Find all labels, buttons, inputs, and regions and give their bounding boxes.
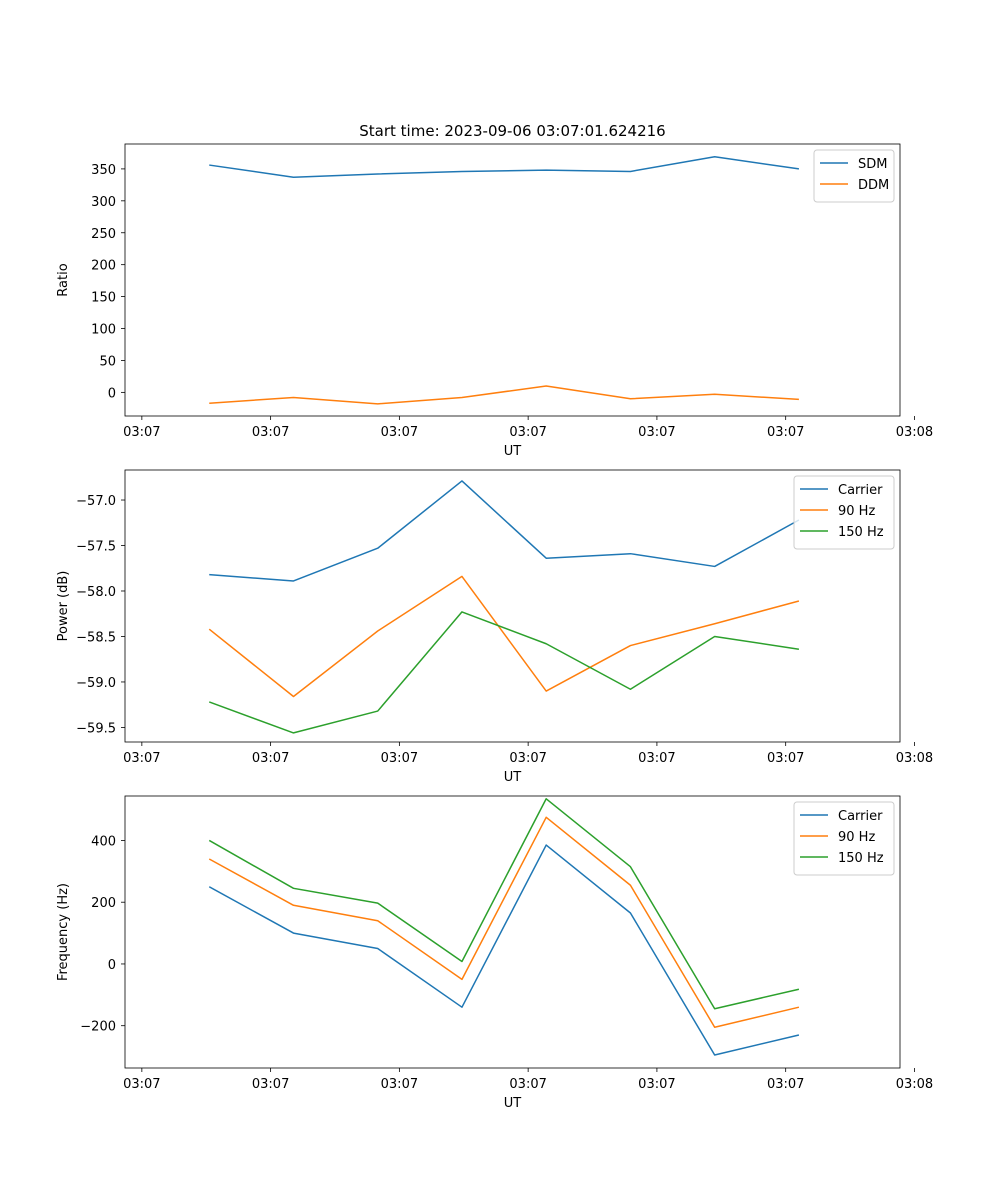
y-axis-label: Ratio [56, 263, 71, 296]
x-tick-label: 03:07 [767, 425, 804, 440]
legend-label: 150 Hz [838, 525, 884, 540]
series-line-90-hz [208, 816, 800, 1028]
x-tick-label: 03:08 [896, 751, 933, 766]
y-tick-label: 100 [91, 323, 116, 338]
axes-frame [124, 469, 901, 743]
y-tick-label: −57.5 [76, 540, 116, 555]
y-tick-label: −57.0 [76, 494, 116, 509]
x-tick-label: 03:07 [767, 1077, 804, 1092]
y-tick-label: −59.0 [76, 676, 116, 691]
y-tick-label: −200 [80, 1020, 116, 1035]
y-tick-label: 400 [91, 834, 116, 849]
legend-label: 90 Hz [838, 504, 875, 519]
y-tick-label: 250 [91, 227, 116, 242]
series-line-150-hz [208, 611, 800, 734]
y-tick-label: −58.5 [76, 630, 116, 645]
legend-label: Carrier [838, 483, 883, 498]
y-axis-label: Frequency (Hz) [56, 883, 71, 981]
x-tick-label: 03:07 [381, 751, 418, 766]
y-axis-label: Power (dB) [56, 571, 71, 642]
subplot-1: 03:07 03:07 03:07 03:07 03:07 03:07 03:08 0 50 10… [56, 143, 933, 459]
x-tick-label: 03:07 [252, 425, 289, 440]
series-line-sdm [209, 156, 800, 178]
series-line-90-hz [208, 575, 800, 698]
x-tick-label: 03:07 [381, 425, 418, 440]
series-line-ddm [209, 385, 799, 405]
y-tick-label: −58.0 [76, 585, 116, 600]
x-tick-label: 03:07 [123, 1077, 160, 1092]
x-tick-label: 03:07 [638, 751, 675, 766]
series-line-carrier [209, 480, 800, 582]
legend-label: Carrier [838, 809, 883, 824]
x-tick-label: 03:07 [123, 751, 160, 766]
x-tick-label: 03:07 [509, 751, 546, 766]
x-tick-label: 03:07 [252, 751, 289, 766]
y-tick-label: 200 [91, 896, 116, 911]
x-tick-label: 03:07 [638, 1077, 675, 1092]
series-line-carrier [208, 844, 800, 1056]
x-tick-label: 03:07 [509, 1077, 546, 1092]
axes-frame [124, 795, 901, 1069]
legend-label: 90 Hz [838, 830, 875, 845]
legend-label: SDM [858, 157, 887, 172]
x-tick-label: 03:07 [381, 1077, 418, 1092]
subplot-3: 03:07 03:07 03:07 03:07 03:07 03:07 03:08 −200 0… [56, 795, 933, 1111]
x-tick-label: 03:07 [509, 425, 546, 440]
legend-label: DDM [858, 178, 889, 193]
y-tick-label: 200 [91, 259, 116, 274]
legend: Carrier 90 Hz 150 Hz [793, 475, 895, 550]
x-tick-label: 03:07 [638, 425, 675, 440]
x-axis-label: UT [504, 444, 522, 459]
axes-container: 03:07 03:07 03:07 03:07 03:07 03:07 03:08 0 50 10… [56, 143, 933, 1111]
figure-title: Start time: 2023-09-06 03:07:01.624216 [359, 122, 665, 140]
y-tick-label: −59.5 [76, 721, 116, 736]
axes-frame [124, 143, 901, 417]
y-tick-label: 0 [108, 958, 116, 973]
x-tick-label: 03:08 [896, 425, 933, 440]
x-tick-label: 03:07 [767, 751, 804, 766]
x-tick-label: 03:08 [896, 1077, 933, 1092]
x-axis-label: UT [504, 1096, 522, 1111]
legend: Carrier 90 Hz 150 Hz [793, 801, 895, 876]
y-tick-label: 300 [91, 195, 116, 210]
series-line-150-hz [208, 798, 800, 1010]
y-tick-label: 0 [108, 386, 116, 401]
y-tick-label: 50 [99, 354, 116, 369]
x-tick-label: 03:07 [123, 425, 160, 440]
legend-label: 150 Hz [838, 851, 884, 866]
y-tick-label: 350 [91, 163, 116, 178]
legend: SDM DDM [813, 149, 895, 203]
x-axis-label: UT [504, 770, 522, 785]
subplot-2: 03:07 03:07 03:07 03:07 03:07 03:07 03:08 −59.5… [56, 469, 933, 785]
y-tick-label: 150 [91, 291, 116, 306]
x-tick-label: 03:07 [252, 1077, 289, 1092]
